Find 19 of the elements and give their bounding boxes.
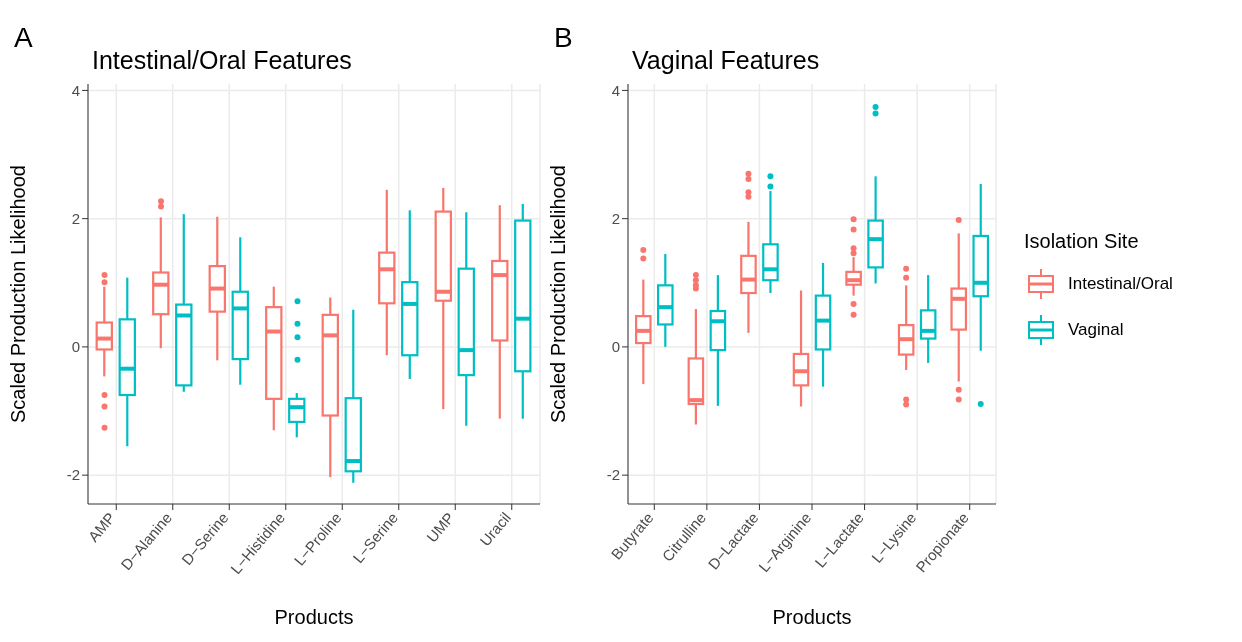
y-tick-label: 4 bbox=[71, 81, 80, 99]
y-tick-label: -2 bbox=[66, 466, 80, 484]
x-axis-title: Products bbox=[274, 606, 354, 628]
y-tick-label: 2 bbox=[71, 209, 80, 227]
x-axis-title: Products bbox=[772, 606, 852, 628]
text: A bbox=[14, 22, 33, 54]
legend-title: Isolation Site bbox=[1024, 229, 1140, 253]
y-tick-label: 2 bbox=[611, 209, 620, 227]
y-axis-title: Scaled Production Likelihood bbox=[7, 165, 30, 423]
y-tick-label: 0 bbox=[611, 338, 620, 356]
chart-title: Intestinal/Oral Features bbox=[92, 46, 352, 75]
chart-title: Vaginal Features bbox=[632, 46, 820, 75]
y-axis-title: Scaled Production Likelihood bbox=[547, 165, 570, 423]
legend-label: Intestinal/Oral bbox=[1068, 273, 1173, 294]
legend-label: Vaginal bbox=[1068, 319, 1124, 340]
y-tick-label: -2 bbox=[606, 466, 620, 484]
text: B bbox=[554, 22, 573, 54]
y-tick-label: 0 bbox=[71, 338, 80, 356]
y-tick-label: 4 bbox=[611, 81, 620, 99]
